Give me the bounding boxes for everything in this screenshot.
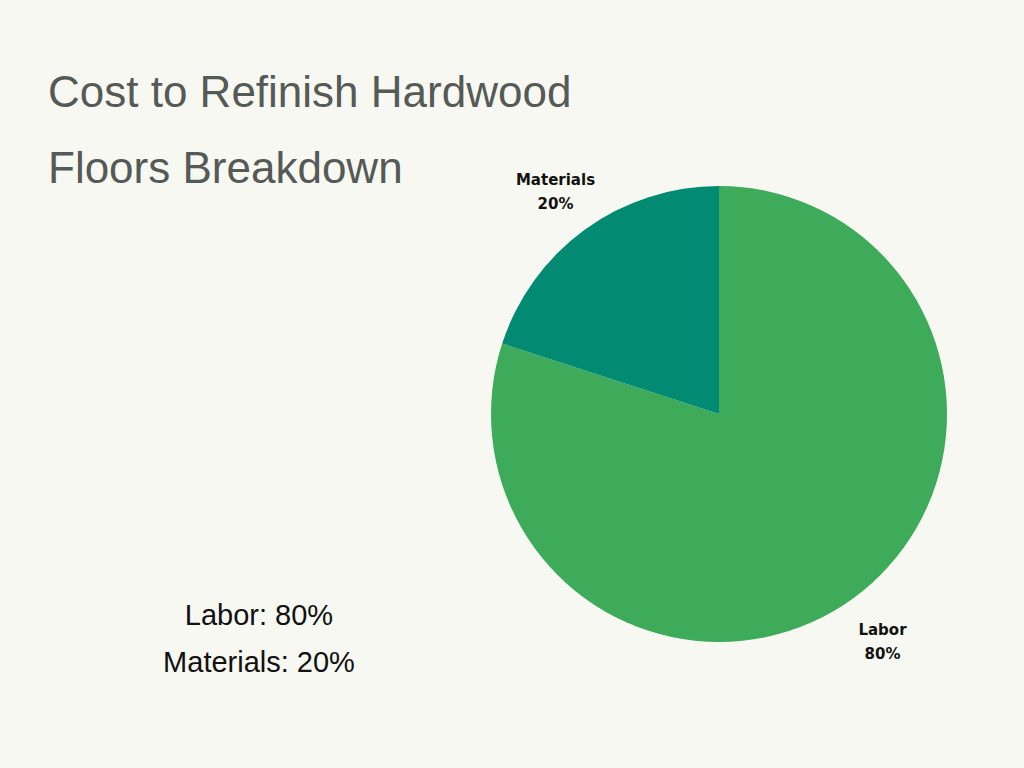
slice-label: Materials [516, 171, 595, 189]
slice-label: Labor [858, 621, 907, 639]
pie [491, 186, 947, 642]
slice-value-label: 20% [538, 195, 574, 213]
chart-canvas: Cost to Refinish Hardwood Floors Breakdow… [0, 0, 1024, 768]
background [0, 0, 1024, 768]
chart-title: Floors Breakdown [48, 143, 403, 192]
slice-value-label: 80% [865, 645, 901, 663]
annotation: Labor: 80% [185, 599, 333, 631]
annotation: Materials: 20% [163, 646, 355, 678]
pie-slice [502, 186, 719, 414]
chart-title: Cost to Refinish Hardwood [48, 67, 571, 116]
pie-slice [491, 186, 947, 642]
